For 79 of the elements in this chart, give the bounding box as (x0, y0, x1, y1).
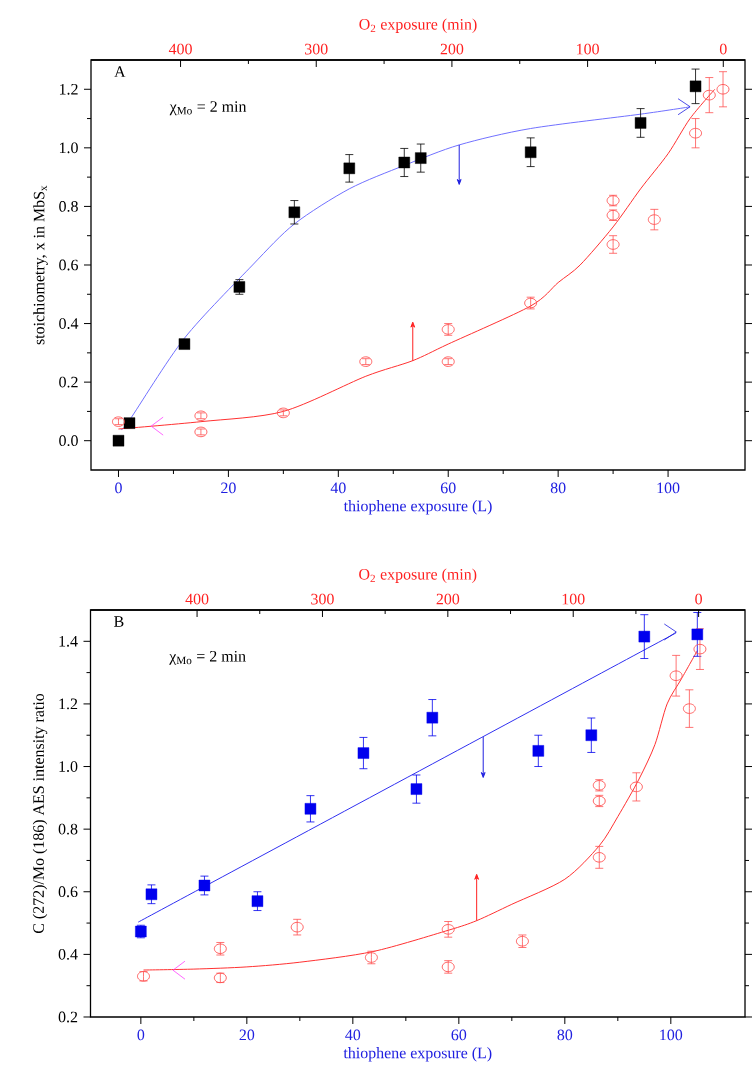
x2-tick-label: 0 (695, 593, 703, 605)
x-tick-label: 60 (451, 1029, 467, 1041)
point (113, 435, 125, 447)
point (426, 711, 439, 724)
x2-tick-label: 200 (440, 43, 464, 55)
x-tick-label: 0 (115, 482, 123, 494)
x-tick-label: 100 (660, 1029, 683, 1041)
y-tick-label: 0.4 (58, 948, 78, 960)
x-tick-label: 60 (441, 482, 456, 494)
point (410, 783, 423, 795)
x-tick-label: 80 (557, 1029, 573, 1041)
x2-axis-title: O$_{2}$ exposure (min) (359, 18, 477, 33)
x2-tick-label: 200 (436, 593, 460, 605)
point (415, 152, 427, 164)
point (525, 146, 537, 158)
point (442, 924, 455, 935)
annotation: A (114, 66, 126, 77)
y-tick-label: 0.0 (59, 435, 79, 447)
point (357, 747, 370, 759)
point (593, 852, 606, 863)
point (124, 417, 136, 429)
y-tick-label: 0.6 (58, 886, 78, 898)
y-tick-label: 1.4 (59, 635, 78, 647)
point (343, 162, 356, 175)
x2-axis-title: O$_{2}$ exposure (min) (359, 568, 477, 583)
point (178, 338, 191, 350)
point (146, 888, 158, 900)
y-tick-label: 0.2 (59, 376, 78, 388)
point (398, 156, 411, 169)
x2-tick-label: 100 (562, 593, 585, 605)
x2-tick-label: 400 (169, 43, 193, 55)
x2-tick-label: 100 (577, 43, 600, 55)
point (693, 643, 707, 655)
y-tick-label: 0.4 (59, 318, 79, 329)
annotation: B (114, 616, 124, 627)
point (251, 895, 264, 907)
x2-tick-label: 400 (185, 593, 209, 605)
x-tick-label: 20 (221, 482, 237, 494)
annotation: χ$_{Mo}$ = 2 min (169, 101, 247, 116)
point (606, 239, 620, 250)
x2-tick-label: 300 (311, 593, 335, 605)
point (691, 628, 704, 641)
point (683, 703, 697, 714)
y-tick-label: 1.0 (59, 761, 78, 772)
y-tick-label: 1.2 (59, 698, 78, 710)
point (669, 670, 683, 681)
line-series (143, 650, 699, 971)
x-tick-label: 80 (551, 482, 566, 494)
y-tick-label: 0.2 (58, 1011, 78, 1023)
point (703, 89, 716, 101)
x-tick-label: 40 (330, 482, 346, 494)
y-tick-label: 0.8 (58, 823, 78, 835)
y-axis-title: stoichiometry, x in MbS$_{x}$ (33, 185, 48, 345)
point (716, 84, 730, 95)
point (689, 127, 703, 139)
x-axis-title: thiophene exposure (L) (343, 1047, 492, 1062)
point (648, 214, 662, 225)
x2-tick-label: 300 (305, 43, 328, 55)
y-tick-label: 0.8 (59, 201, 79, 212)
y-tick-label: 0.6 (59, 259, 79, 271)
x-tick-label: 0 (137, 1029, 145, 1041)
point (198, 879, 211, 892)
y-axis-title: C (272)/Mo (186) AES intensity ratio (32, 693, 48, 934)
point (630, 781, 644, 793)
point (585, 729, 598, 741)
point (638, 630, 651, 643)
annotation: χ$_{Mo}$ = 2 min (169, 650, 247, 665)
point (690, 80, 702, 93)
point (532, 745, 545, 757)
point (304, 803, 317, 815)
point (288, 206, 301, 218)
y-tick-label: 1.2 (60, 83, 78, 95)
x-tick-label: 20 (239, 1029, 255, 1041)
y-tick-label: 1.0 (60, 142, 79, 154)
x-tick-label: 100 (657, 482, 680, 494)
x-axis-title: thiophene exposure (L) (344, 500, 492, 515)
x2-tick-label: 0 (720, 43, 727, 55)
x-tick-label: 40 (345, 1029, 361, 1041)
point (635, 117, 647, 129)
